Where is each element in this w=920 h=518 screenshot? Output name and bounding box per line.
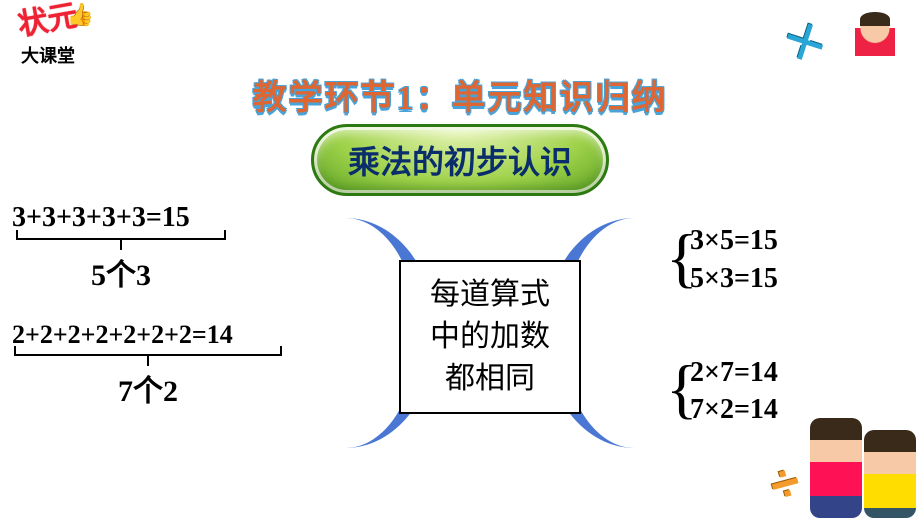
addition-examples: 3+3+3+3+3=15 5个3 2+2+2+2+2+2+2=14 7个2	[12, 202, 352, 410]
topic-pill: 乘法的初步认识	[311, 124, 609, 196]
addition-group-1: 3+3+3+3+3=15 5个3	[12, 202, 352, 294]
plus-decoration-icon: ＋	[772, 0, 839, 80]
count-label-2: 7个2	[14, 366, 282, 410]
mult-eq-2a: 2×7=14	[690, 354, 842, 392]
mult-group-1: 3×5=15 5×3=15	[672, 222, 842, 298]
multiplication-results: 3×5=15 5×3=15 2×7=14 7×2=14	[672, 222, 842, 429]
under-bracket-1	[16, 232, 226, 240]
child-illustration-top	[836, 6, 914, 70]
topic-pill-text: 乘法的初步认识	[348, 144, 572, 180]
center-statement-box: 每道算式 中的加数 都相同	[399, 260, 581, 414]
mult-eq-2b: 7×2=14	[690, 391, 842, 429]
addition-group-2: 2+2+2+2+2+2+2=14 7个2	[12, 320, 352, 410]
mult-eq-1b: 5×3=15	[690, 260, 842, 298]
thumbs-up-icon: 👍	[67, 2, 94, 28]
brace-icon-2	[672, 356, 686, 428]
under-bracket-2	[14, 348, 282, 356]
mult-eq-1a: 3×5=15	[690, 222, 842, 260]
brand-logo: 状元 👍 大课堂	[8, 6, 88, 60]
center-group: 每道算式 中的加数 都相同	[330, 218, 650, 448]
count-label-1: 5个3	[16, 250, 226, 294]
center-line-3: 都相同	[409, 358, 571, 400]
slide-title: 教学环节1：单元知识归纳	[0, 70, 920, 119]
mult-group-2: 2×7=14 7×2=14	[672, 354, 842, 430]
brand-subtitle: 大课堂	[21, 42, 75, 68]
center-line-2: 中的加数	[409, 316, 571, 358]
addition-expr-1: 3+3+3+3+3=15	[12, 202, 352, 234]
center-line-1: 每道算式	[409, 274, 571, 316]
addition-expr-2: 2+2+2+2+2+2+2=14	[12, 320, 352, 350]
brace-icon-1	[672, 224, 686, 296]
